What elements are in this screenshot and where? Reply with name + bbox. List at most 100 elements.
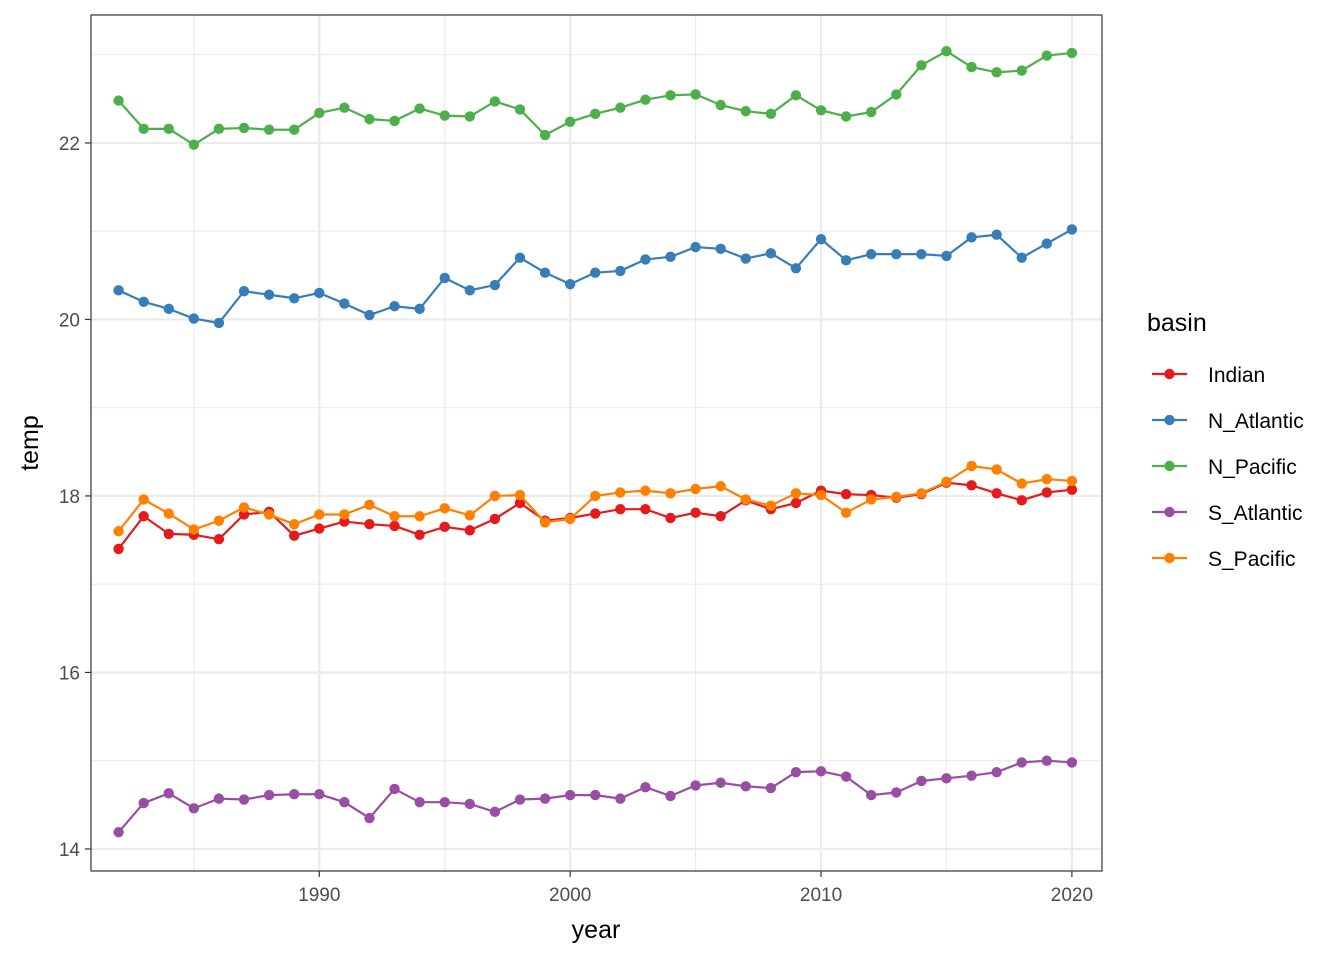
- data-point-s-atlantic: [765, 782, 777, 794]
- legend-label: S_Pacific: [1208, 548, 1296, 571]
- data-point-n-atlantic: [464, 285, 476, 296]
- legend-item-s-atlantic: S_Atlantic: [1152, 502, 1303, 525]
- series-layer: [113, 45, 1078, 838]
- data-point-indian: [138, 511, 149, 522]
- data-point-s-pacific: [1016, 478, 1027, 489]
- data-point-n-pacific: [163, 123, 174, 135]
- data-point-n-pacific: [238, 122, 250, 134]
- data-point-s-pacific: [765, 500, 777, 511]
- legend-key-point: [1164, 460, 1175, 472]
- data-point-s-atlantic: [489, 806, 501, 818]
- data-point-s-atlantic: [464, 798, 476, 810]
- data-point-n-pacific: [715, 99, 726, 111]
- data-point-n-atlantic: [891, 248, 902, 260]
- legend-label: Indian: [1208, 364, 1265, 387]
- data-point-s-atlantic: [815, 766, 827, 777]
- data-point-s-atlantic: [113, 826, 124, 838]
- minor-gridlines: [91, 15, 1102, 871]
- data-point-n-pacific: [941, 45, 952, 57]
- data-point-n-atlantic: [439, 272, 450, 284]
- data-point-indian: [163, 528, 174, 540]
- x-axis-title: year: [572, 916, 621, 944]
- data-point-s-atlantic: [138, 797, 149, 809]
- data-point-n-pacific: [690, 89, 701, 100]
- data-point-s-atlantic: [790, 766, 802, 778]
- data-point-s-pacific: [665, 488, 676, 499]
- data-point-n-pacific: [263, 124, 275, 135]
- data-point-s-pacific: [138, 494, 149, 505]
- data-point-s-atlantic: [715, 777, 726, 788]
- data-point-n-pacific: [564, 116, 576, 127]
- data-point-s-atlantic: [364, 812, 375, 824]
- data-point-indian: [364, 518, 375, 530]
- data-point-n-atlantic: [1041, 238, 1053, 249]
- data-point-n-atlantic: [790, 263, 802, 274]
- data-point-n-atlantic: [615, 265, 626, 277]
- data-point-n-pacific: [289, 124, 300, 135]
- data-point-n-pacific: [866, 106, 877, 118]
- data-point-s-pacific: [238, 502, 250, 513]
- plot-panel-background: [91, 15, 1102, 871]
- x-axis: 1990 2000 2010 2020: [298, 871, 1093, 906]
- data-point-n-pacific: [364, 113, 375, 125]
- data-point-s-pacific: [615, 487, 626, 498]
- y-tick-label: 14: [59, 840, 81, 861]
- data-point-s-atlantic: [339, 796, 350, 808]
- series-n-pacific: [113, 45, 1078, 150]
- data-point-indian: [966, 480, 977, 491]
- data-point-indian: [439, 521, 450, 533]
- data-point-n-atlantic: [364, 309, 375, 321]
- data-point-s-atlantic: [866, 789, 877, 801]
- data-point-s-atlantic: [1066, 757, 1078, 768]
- data-point-indian: [489, 513, 501, 525]
- data-point-s-pacific: [389, 511, 400, 522]
- data-point-s-atlantic: [213, 793, 225, 804]
- data-point-n-atlantic: [1066, 224, 1078, 235]
- data-point-s-pacific: [590, 490, 601, 502]
- data-point-s-pacific: [790, 488, 802, 499]
- data-point-n-pacific: [790, 90, 802, 101]
- data-point-n-atlantic: [640, 254, 651, 265]
- legend-item-n-atlantic: N_Atlantic: [1152, 410, 1304, 433]
- data-point-n-atlantic: [163, 303, 174, 315]
- data-point-indian: [1041, 487, 1053, 498]
- legend-item-s-pacific: S_Pacific: [1152, 548, 1296, 571]
- data-point-indian: [389, 520, 400, 532]
- data-point-s-pacific: [815, 489, 827, 501]
- data-point-n-pacific: [1016, 65, 1027, 76]
- data-point-n-atlantic: [840, 255, 852, 266]
- data-point-n-atlantic: [590, 267, 601, 278]
- data-point-n-pacific: [464, 111, 476, 122]
- data-point-n-atlantic: [966, 232, 977, 243]
- data-point-indian: [414, 529, 425, 540]
- x-tick-label: 2000: [549, 885, 591, 906]
- data-point-n-atlantic: [289, 293, 300, 304]
- data-point-s-atlantic: [590, 789, 601, 801]
- data-point-n-pacific: [339, 102, 350, 113]
- data-point-s-atlantic: [690, 780, 701, 791]
- data-point-indian: [615, 503, 626, 515]
- data-point-s-atlantic: [891, 787, 902, 798]
- data-point-s-atlantic: [991, 766, 1002, 778]
- data-point-n-atlantic: [188, 313, 200, 324]
- data-point-s-atlantic: [514, 794, 526, 805]
- data-point-s-pacific: [690, 483, 701, 495]
- data-point-n-pacific: [765, 108, 777, 120]
- data-point-s-atlantic: [163, 788, 174, 799]
- data-point-n-atlantic: [539, 267, 551, 278]
- data-point-indian: [991, 488, 1002, 499]
- data-point-n-atlantic: [263, 289, 275, 300]
- plot-panel-border: [90, 14, 1103, 872]
- data-point-n-pacific: [840, 111, 852, 122]
- data-point-n-atlantic: [715, 243, 726, 255]
- data-point-n-pacific: [640, 94, 651, 105]
- data-point-s-atlantic: [188, 803, 200, 814]
- data-point-n-atlantic: [690, 241, 701, 253]
- data-point-indian: [113, 543, 124, 555]
- data-point-n-atlantic: [339, 298, 350, 309]
- y-tick-label: 20: [59, 310, 80, 331]
- data-point-indian: [640, 503, 651, 515]
- data-point-s-atlantic: [966, 770, 977, 781]
- data-point-s-atlantic: [941, 773, 952, 784]
- data-point-s-pacific: [941, 476, 952, 488]
